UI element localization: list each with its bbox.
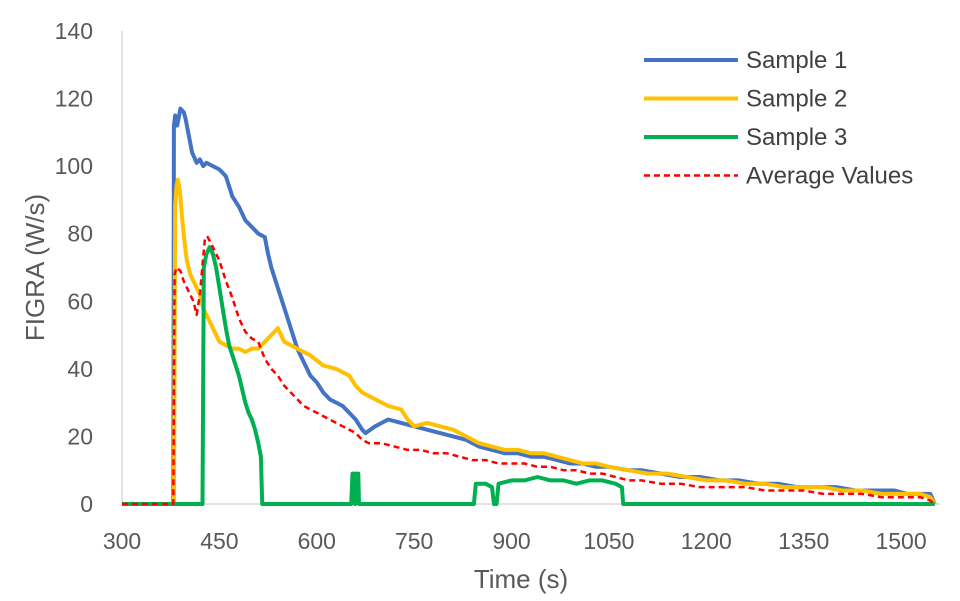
x-tick-label: 300 <box>103 528 141 554</box>
x-tick-label: 750 <box>395 528 433 554</box>
legend-label: Average Values <box>746 163 913 190</box>
y-tick-label: 100 <box>55 153 93 179</box>
y-tick-label: 80 <box>67 221 93 247</box>
x-tick-label: 1500 <box>875 528 926 554</box>
x-tick-label: 1050 <box>583 528 634 554</box>
y-tick-label: 120 <box>55 86 93 112</box>
series-line-average-values <box>122 235 936 506</box>
y-tick-label: 140 <box>55 18 93 44</box>
legend-label: Sample 1 <box>746 47 847 74</box>
x-tick-label: 900 <box>492 528 530 554</box>
x-tick-label: 1200 <box>681 528 732 554</box>
x-axis-title: Time (s) <box>474 564 568 594</box>
series-line-sample-3 <box>122 245 935 506</box>
legend-label: Sample 3 <box>746 124 847 151</box>
x-tick-label: 450 <box>200 528 238 554</box>
x-tick-label: 1350 <box>778 528 829 554</box>
y-tick-label: 60 <box>67 288 93 314</box>
legend-label: Sample 2 <box>746 86 847 113</box>
y-axis-title: FIGRA (W/s) <box>20 194 50 341</box>
y-tick-label: 40 <box>67 356 93 382</box>
y-tick-label: 0 <box>80 491 93 517</box>
chart-legend: Sample 1 Sample 2 Sample 3 Average Values <box>644 47 913 190</box>
y-tick-label: 20 <box>67 423 93 449</box>
chart-axes: 300 450 600 750 900 1050 1200 1350 1500 0 20 40 60 80… <box>55 18 940 554</box>
x-tick-label: 600 <box>298 528 336 554</box>
series-layer <box>122 106 937 506</box>
